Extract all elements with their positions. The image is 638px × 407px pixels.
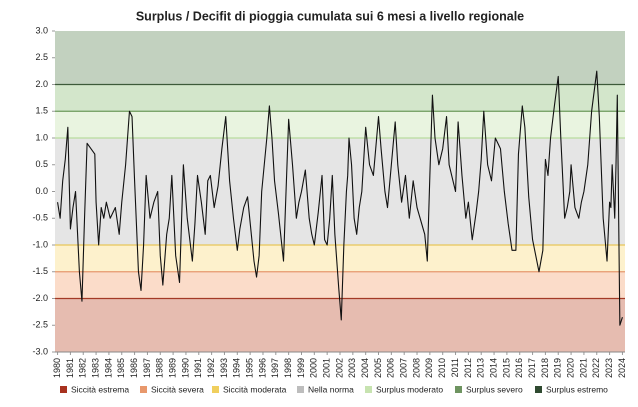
x-tick-label: 1981 <box>65 358 75 378</box>
x-tick-label: 2016 <box>514 358 524 378</box>
y-tick-label: -2.5 <box>32 320 48 330</box>
x-tick-label: 2018 <box>540 358 550 378</box>
legend-swatch <box>140 386 147 393</box>
x-tick-label: 2017 <box>527 358 537 378</box>
x-tick-label: 1997 <box>270 358 280 378</box>
x-tick-label: 2011 <box>450 358 460 377</box>
x-tick-label: 2003 <box>347 358 357 378</box>
x-tick-label: 1998 <box>283 358 293 378</box>
x-tick-label: 1989 <box>167 358 177 378</box>
x-tick-label: 2013 <box>476 358 486 378</box>
x-tick-label: 2024 <box>617 358 627 378</box>
band <box>55 31 625 85</box>
x-tick-label: 2008 <box>411 358 421 378</box>
x-tick-label: 2000 <box>309 358 319 378</box>
y-tick-label: -1.5 <box>32 266 48 276</box>
y-tick-label: 0.5 <box>35 159 48 169</box>
x-tick-label: 1988 <box>155 358 165 378</box>
x-tick-label: 1994 <box>232 358 242 378</box>
band <box>55 111 625 138</box>
legend-label: Surplus moderato <box>376 384 443 394</box>
series-line <box>57 70 623 326</box>
x-tick-label: 1992 <box>206 358 216 378</box>
x-tick-label: 1996 <box>257 358 267 378</box>
x-tick-label: 2001 <box>322 358 332 378</box>
x-tick-label: 2020 <box>565 358 575 378</box>
legend-label: Siccità moderata <box>223 384 287 394</box>
x-tick-label: 2023 <box>604 358 614 378</box>
y-tick-label: -1.0 <box>32 239 48 249</box>
x-tick-label: 2006 <box>386 358 396 378</box>
legend-label: Surplus severo <box>466 384 523 394</box>
x-tick-label: 1995 <box>245 358 255 378</box>
x-tick-label: 1990 <box>180 358 190 378</box>
legend-swatch <box>535 386 542 393</box>
x-tick-label: 1982 <box>78 358 88 378</box>
x-tick-label: 2014 <box>488 358 498 378</box>
x-tick-label: 2015 <box>501 358 511 378</box>
legend-label: Siccità severa <box>151 384 204 394</box>
x-tick-label: 2022 <box>591 358 601 378</box>
x-tick-label: 1984 <box>103 358 113 378</box>
band <box>55 84 625 112</box>
legend-label: Siccità estrema <box>71 384 129 394</box>
x-tick-label: 2009 <box>424 358 434 378</box>
band <box>55 138 625 245</box>
x-tick-label: 2004 <box>360 358 370 378</box>
band <box>55 245 625 272</box>
y-tick-label: 1.5 <box>35 106 48 116</box>
x-tick-label: 2007 <box>399 358 409 378</box>
legend-swatch <box>455 386 462 393</box>
x-tick-label: 1986 <box>129 358 139 378</box>
legend-swatch <box>297 386 304 393</box>
x-tick-label: 2021 <box>578 358 588 378</box>
legend-swatch <box>365 386 372 393</box>
x-tick-label: 1991 <box>193 358 203 378</box>
x-tick-label: 2012 <box>463 358 473 378</box>
x-tick-label: 2002 <box>334 358 344 378</box>
y-tick-label: 3.0 <box>35 25 48 35</box>
x-tick-label: 1999 <box>296 358 306 378</box>
legend-label: Surplus estremo <box>546 384 608 394</box>
x-tick-label: 2019 <box>553 358 563 378</box>
x-tick-label: 1993 <box>219 358 229 378</box>
x-tick-label: 1985 <box>116 358 126 378</box>
chart-title: Surplus / Decifit di pioggia cumulata su… <box>136 9 524 23</box>
x-tick-label: 1983 <box>90 358 100 378</box>
y-tick-label: 0.0 <box>35 186 48 196</box>
y-tick-label: -2.0 <box>32 293 48 303</box>
y-tick-label: 2.5 <box>35 52 48 62</box>
y-tick-label: -0.5 <box>32 213 48 223</box>
band <box>55 271 625 299</box>
legend-swatch <box>60 386 67 393</box>
x-tick-label: 2010 <box>437 358 447 378</box>
y-tick-label: 2.0 <box>35 79 48 89</box>
legend-label: Nella norma <box>308 384 354 394</box>
x-tick-label: 1980 <box>52 358 62 378</box>
x-tick-label: 2005 <box>373 358 383 378</box>
y-tick-label: -3.0 <box>32 346 48 356</box>
legend-swatch <box>212 386 219 393</box>
y-tick-label: 1.0 <box>35 132 48 142</box>
x-tick-label: 1987 <box>142 358 152 378</box>
